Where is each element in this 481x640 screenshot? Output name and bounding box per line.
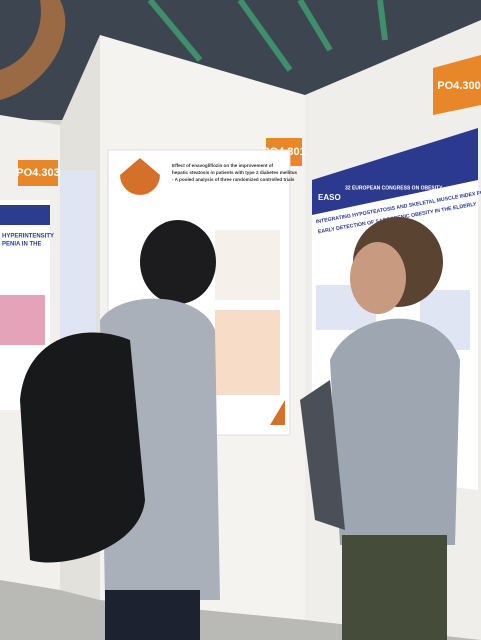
jacket-held <box>300 380 345 530</box>
poster-title: HYPERINTENSITY <box>2 234 54 240</box>
poster-mark <box>270 400 285 425</box>
poster <box>60 170 96 360</box>
shirt <box>330 318 460 545</box>
poster-title: PENIA IN THE <box>2 242 41 248</box>
poster-table <box>215 310 280 395</box>
poster-title: hepatic steatosis in patients with type … <box>172 170 298 175</box>
duct <box>0 0 66 100</box>
trousers <box>105 590 200 640</box>
poster-table <box>0 295 45 345</box>
poster-title: - A pooled analysis of three randomized … <box>172 177 295 182</box>
head <box>140 220 216 304</box>
poster-congress: 32 EUROPEAN CONGRESS ON OBESITY <box>345 185 443 191</box>
poster-figure <box>215 230 280 300</box>
poster-header <box>0 205 50 225</box>
poster-header <box>312 128 478 215</box>
poster-logo <box>120 158 160 195</box>
sign-label: PO4.303 <box>16 167 59 179</box>
face <box>350 242 406 314</box>
sign <box>18 160 58 186</box>
sign-label: PO4.300 <box>437 80 480 92</box>
trousers <box>342 535 447 640</box>
poster-logo: EASO <box>318 193 341 202</box>
ceiling-beams <box>147 0 388 72</box>
sign <box>433 55 481 115</box>
poster-title: Effect of enavogliflozin on the improvem… <box>172 163 274 168</box>
backpack <box>20 332 145 563</box>
